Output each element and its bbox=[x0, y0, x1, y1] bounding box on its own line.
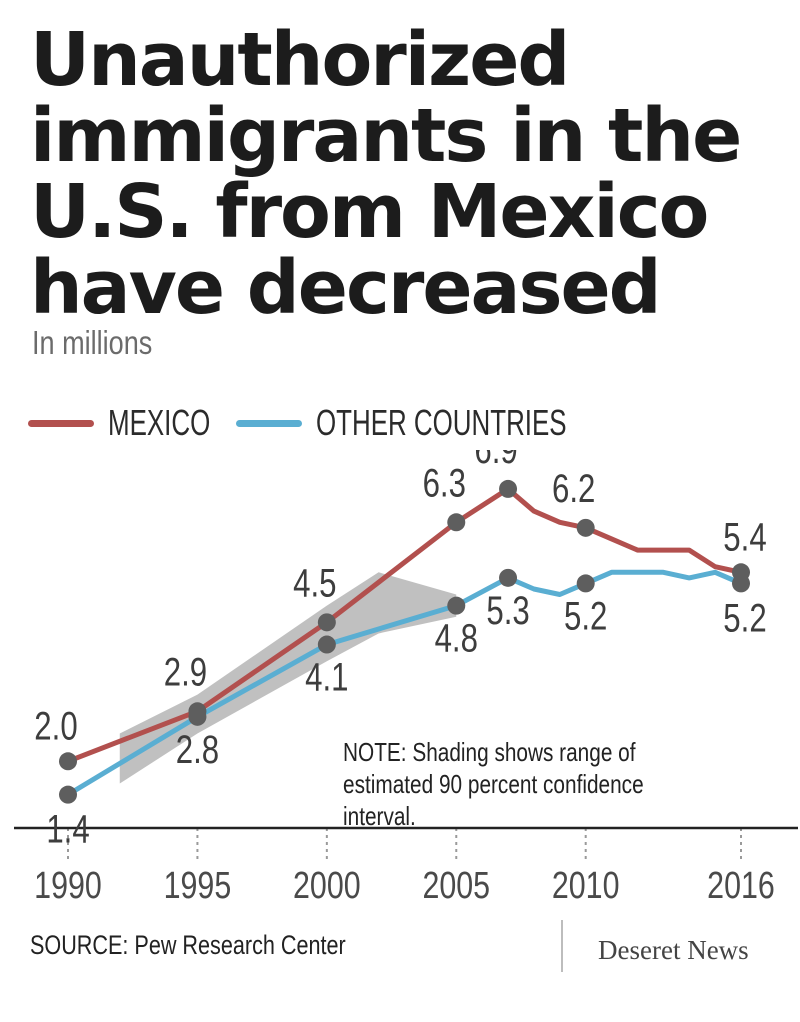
x-tick-label-2016: 2016 bbox=[707, 865, 775, 907]
marker-other-2010 bbox=[576, 574, 595, 593]
source-credit: SOURCE: Pew Research Center bbox=[30, 930, 346, 960]
series-line-mexico bbox=[65, 486, 744, 764]
marker-mexico-1990 bbox=[59, 752, 77, 771]
legend-label-mexico: MEXICO bbox=[108, 402, 211, 443]
marker-mexico-2010 bbox=[576, 518, 595, 537]
marker-mexico-2007 bbox=[499, 479, 518, 498]
data-label-other-2007: 5.3 bbox=[486, 588, 529, 633]
marker-other-2007 bbox=[499, 568, 518, 587]
x-tick-label-2000: 2000 bbox=[293, 865, 361, 907]
data-label-mexico-2016: 5.4 bbox=[723, 515, 766, 560]
marker-other-2005 bbox=[447, 596, 466, 615]
legend-swatch-mexico bbox=[28, 420, 94, 427]
line-chart: 2.0 2.9 4.5 6.3 6.9 6.2 5.4 1.4 2.8 4.1 4.85.3 5.2 5… bbox=[14, 450, 798, 907]
marker-mexico-2000 bbox=[317, 613, 336, 632]
marker-mexico-2005 bbox=[447, 513, 466, 532]
data-label-other-1995: 2.8 bbox=[176, 727, 219, 772]
marker-other-1995 bbox=[188, 707, 207, 726]
confidence-band bbox=[119, 572, 457, 784]
data-label-other-2016: 5.2 bbox=[723, 596, 766, 641]
x-tick-label-1990: 1990 bbox=[34, 865, 102, 907]
confidence-note: NOTE: Shading shows range of estimated 9… bbox=[343, 737, 644, 831]
chart-subtitle: In millions bbox=[32, 324, 153, 361]
x-tick-label-1995: 1995 bbox=[164, 865, 232, 907]
data-label-mexico-1990: 2.0 bbox=[34, 704, 77, 749]
data-label-other-2005: 4.8 bbox=[435, 616, 478, 661]
marker-other-2016 bbox=[732, 574, 750, 593]
marker-other-2000 bbox=[317, 635, 336, 654]
footer-divider bbox=[561, 920, 563, 972]
x-tick-label-2010: 2010 bbox=[552, 865, 620, 907]
marker-other-1990 bbox=[59, 785, 77, 804]
legend-label-other: OTHER COUNTRIES bbox=[316, 402, 567, 443]
data-label-mexico-2010: 6.2 bbox=[552, 466, 595, 511]
series-line-other bbox=[65, 569, 744, 798]
data-label-other-1990: 1.4 bbox=[46, 807, 89, 852]
x-tick-label-2005: 2005 bbox=[422, 865, 490, 907]
data-label-mexico-2007: 6.9 bbox=[474, 450, 517, 472]
data-label-other-2010: 5.2 bbox=[564, 594, 607, 639]
legend-swatch-other bbox=[236, 420, 302, 427]
chart-title: Unauthorized immigrants in the U.S. from… bbox=[30, 17, 742, 331]
data-label-other-2000: 4.1 bbox=[305, 655, 348, 700]
data-label-mexico-2000: 4.5 bbox=[293, 561, 336, 606]
legend: MEXICO OTHER COUNTRIES bbox=[28, 400, 728, 446]
data-label-mexico-1995: 2.9 bbox=[164, 650, 207, 695]
data-label-mexico-2005: 6.3 bbox=[423, 461, 466, 506]
publisher-logo: Deseret News bbox=[598, 935, 749, 965]
